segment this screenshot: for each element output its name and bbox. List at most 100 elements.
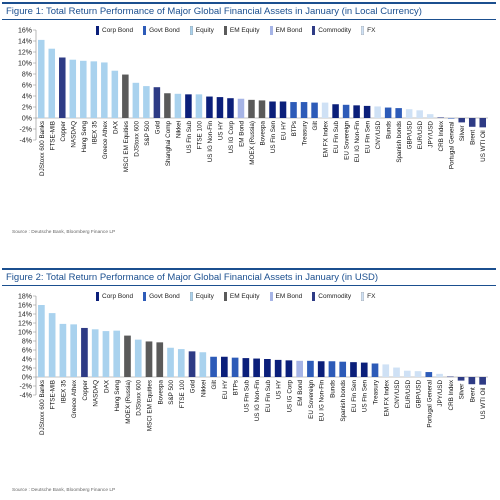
x-category-label: US WTI Oil — [480, 388, 487, 419]
bar-djstoxx-600 — [134, 339, 142, 377]
x-category-label: Brent — [470, 130, 477, 145]
bar-brent — [468, 377, 476, 385]
figure-1-source: Source : Deutsche Bank, Bloomberg Financ… — [12, 230, 116, 235]
bar-gbp-usd — [414, 371, 422, 377]
bar-us-ig-corp — [285, 360, 293, 377]
bar-gbp-usd — [405, 109, 413, 118]
x-category-label: Copper — [60, 121, 67, 142]
x-category-label: Brent — [469, 387, 476, 402]
y-tick-label: -2% — [20, 127, 32, 134]
y-tick-label: 10% — [18, 61, 32, 68]
y-tick-label: 18% — [18, 294, 32, 301]
x-category-label: EM Bond — [297, 380, 304, 406]
legend-item-commodity: Commodity — [312, 292, 351, 301]
figure-2-legend: Corp Bond Govt Bond Equity EM Equity EM Bond… — [96, 292, 375, 301]
x-category-label: US IG Non-Fin — [207, 121, 214, 163]
x-category-label: EU Fin Sen — [351, 380, 358, 413]
legend-swatch — [223, 292, 227, 301]
x-category-label: US Fin Sub — [243, 380, 250, 413]
legend-label: Commodity — [318, 27, 352, 34]
bar-em-fx-index — [382, 364, 390, 377]
legend-swatch — [143, 26, 147, 35]
bar-eu-ig-non-fin — [353, 105, 360, 118]
x-category-label: Bovespa — [157, 380, 164, 405]
legend-swatch — [96, 292, 99, 301]
y-tick-label: 0% — [22, 375, 32, 382]
bar-spanish-bonds — [339, 361, 347, 377]
bar-em-fx-index — [321, 102, 329, 118]
bar-s-p-500 — [143, 86, 150, 118]
x-category-label: FTSE 100 — [196, 121, 203, 150]
y-tick-label: -4% — [20, 393, 32, 400]
legend-item-equity: Equity — [189, 26, 214, 35]
bar-msci-em-equities — [122, 74, 129, 118]
x-category-label: GBP/USD — [407, 121, 414, 150]
bar-portugal-general — [425, 372, 433, 377]
figure-2-chart: -4% -2% 0% 2% 4% 6% 8% 10% 12% 14% 16% 18% DJStoxx 6… — [18, 294, 488, 435]
legend-swatch — [361, 292, 365, 301]
y-tick-label: 14% — [18, 39, 32, 46]
bar-shanghai-comp — [164, 93, 171, 118]
x-category-label: DAX — [112, 120, 119, 134]
legend-label: EM Equity — [229, 293, 260, 300]
x-category-label: US Fin Sen — [270, 121, 277, 154]
y-tick-label: 4% — [22, 357, 32, 364]
x-category-label: Gilt — [312, 121, 319, 131]
bar-jpy-usd — [426, 114, 434, 118]
legend-label: Commodity — [318, 293, 352, 300]
bar-msci-em-equities — [145, 341, 153, 377]
bar-nasdaq — [91, 329, 99, 377]
figure-2-panel: Figure 2: Total Return Performance of Ma… — [2, 268, 496, 494]
x-category-label: Nikkei — [175, 121, 182, 138]
bar-gold — [153, 87, 161, 118]
x-category-label: EU Sovereign — [344, 121, 351, 160]
y-tick-label: 14% — [18, 312, 32, 319]
bar-bunds — [384, 107, 392, 118]
bar-eu-fin-sen — [350, 362, 357, 377]
y-tick-label: 0% — [22, 116, 32, 123]
bar-ibex-35 — [59, 323, 67, 377]
bar-us-ig-non-fin — [206, 96, 213, 118]
figure-1-title: Figure 1: Total Return Performance of Ma… — [2, 2, 496, 20]
x-category-label: Spanish bonds — [340, 380, 347, 422]
legend-swatch — [189, 292, 193, 301]
bar-bovespa — [258, 100, 266, 118]
x-category-label: JPY/USD — [437, 380, 444, 407]
x-category-label: EUR/USD — [405, 380, 412, 409]
legend-item-em-bond: EM Bond — [269, 26, 302, 35]
bar-btps — [290, 102, 297, 118]
legend-label: Corp Bond — [102, 27, 134, 34]
x-category-label: CRB Index — [448, 379, 455, 410]
legend-item-em-equity: EM Equity — [223, 292, 260, 301]
x-category-label: NASDAQ — [70, 121, 77, 148]
x-category-label: FTSE-MIB — [49, 121, 56, 150]
x-category-label: GBP/USD — [416, 380, 423, 409]
bar-djstoxx-600 — [132, 82, 140, 118]
legend-item-govt: Govt Bond — [143, 292, 180, 301]
figure-2-source: Source : Deutsche Bank, Bloomberg Financ… — [12, 488, 116, 493]
x-category-label: EU IG Non-Fin — [354, 121, 361, 163]
x-category-label: Portugal General — [426, 380, 433, 428]
y-tick-label: 4% — [22, 94, 32, 101]
x-category-label: BTPs — [233, 380, 240, 395]
bar-bunds — [328, 361, 336, 377]
bar-us-ig-corp — [227, 98, 234, 118]
x-category-label: Bunds — [329, 380, 336, 398]
y-tick-label: 2% — [22, 105, 32, 112]
x-category-label: DJStoxx 600 — [133, 121, 140, 157]
x-category-label: Treasury — [302, 120, 309, 145]
x-category-label: IBEX 35 — [60, 380, 67, 404]
legend-swatch — [96, 26, 99, 35]
x-category-label: FTSE-MIB — [50, 380, 57, 409]
x-category-label: US Fin Sen — [362, 380, 369, 413]
x-category-label: MOEX (Russia) — [125, 380, 132, 424]
legend-swatch — [189, 26, 193, 35]
x-category-label: IBEX 35 — [91, 121, 98, 145]
y-tick-label: 6% — [22, 348, 32, 355]
y-tick-label: 8% — [22, 72, 32, 79]
bar-crb-index — [437, 117, 444, 118]
legend-label: Corp Bond — [102, 293, 134, 300]
figure-1-chart: -4% -2% 0% 2% 4% 6% 8% 10% 12% 14% 16% DJStoxx 600 … — [18, 28, 488, 176]
x-category-label: Copper — [82, 380, 89, 401]
bar-em-bond — [237, 98, 245, 118]
